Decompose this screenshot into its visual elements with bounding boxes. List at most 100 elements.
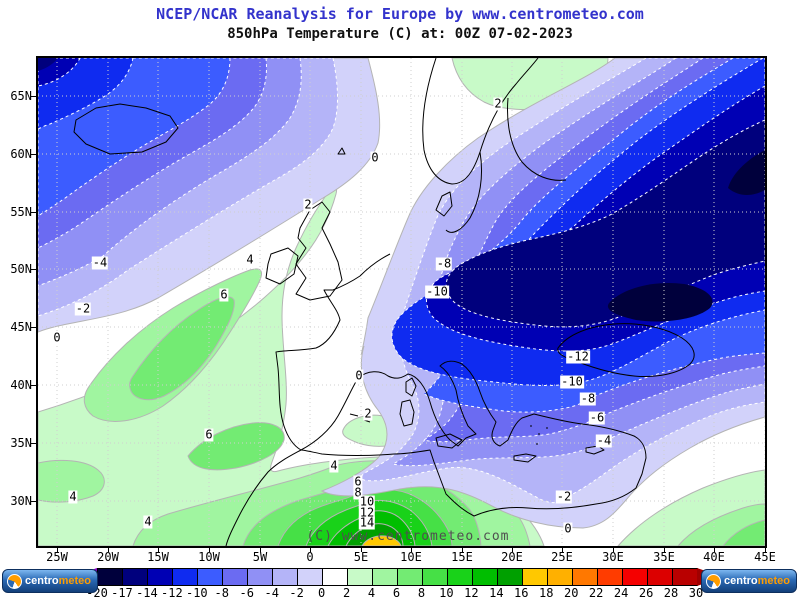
centrometeo-swirl-icon <box>706 573 721 589</box>
colorbar-tick-value: 8 <box>417 586 426 600</box>
lat-tick-mark <box>31 269 37 270</box>
contour-label: 8 <box>353 485 363 500</box>
contour-label: 14 <box>358 515 376 530</box>
band-east--17b <box>728 150 765 195</box>
lon-tick-mark <box>714 548 715 552</box>
colorbar-tick-value: 12 <box>464 586 479 600</box>
colorbar-tick-value: 0 <box>318 586 326 600</box>
contour-label: -4 <box>91 255 109 270</box>
band-secorner-6 <box>722 519 765 546</box>
lon-tick-label: 0 <box>306 550 314 564</box>
contour-label: 6 <box>353 474 363 489</box>
colorbar-segment <box>623 569 648 585</box>
lat-tick-label: 55N <box>10 205 32 219</box>
lat-tick-label: 65N <box>10 89 32 103</box>
lat-tick-label: 30N <box>10 494 32 508</box>
grid-lines <box>38 58 765 546</box>
lon-tick-mark <box>209 548 210 552</box>
lon-tick-label: 20W <box>97 550 119 564</box>
coast-denmark <box>435 191 453 217</box>
coast-britain <box>295 147 346 301</box>
colorbar-segment <box>298 569 323 585</box>
temperature-bands-east <box>320 58 765 529</box>
lat-tick-label: 40N <box>10 378 32 392</box>
coast-islands <box>349 377 605 463</box>
coast-mediterranean <box>300 360 647 517</box>
lon-tick-mark <box>664 548 665 552</box>
band-atlantic-6 <box>129 296 235 401</box>
colorbar-tick-value: 14 <box>489 586 504 600</box>
lon-tick-label: 15W <box>147 550 169 564</box>
colorbar-segment <box>673 569 697 585</box>
lat-tick-mark <box>31 443 37 444</box>
colorbar-segment <box>648 569 673 585</box>
colorbar-segment <box>598 569 623 585</box>
colorbar-segment <box>423 569 448 585</box>
map-area: (C) www.centrometeo.com -4 -2 0 0 2 2 4 6 6 4 4 0 2-… <box>38 58 765 546</box>
map-frame <box>36 56 767 548</box>
lon-tick-mark <box>462 548 463 552</box>
colorbar-tick-value: -14 <box>136 586 158 600</box>
contour-label: 0 <box>354 368 364 383</box>
lon-tick-mark <box>310 548 311 552</box>
band-africa-16 <box>361 535 402 546</box>
centrometeo-swirl-icon <box>7 573 22 589</box>
lat-tick-label: 50N <box>10 262 32 276</box>
contour-label: -8 <box>435 256 453 271</box>
colorbar-segment <box>498 569 523 585</box>
colorbar-segment <box>398 569 423 585</box>
temperature-bands-northwest <box>38 58 381 333</box>
band-east--17a <box>607 282 713 322</box>
lon-tick-label: 5W <box>252 550 268 564</box>
colorbar-segment <box>348 569 373 585</box>
coast-iceland <box>73 103 179 155</box>
lon-tick-label: 15E <box>451 550 473 564</box>
contour-label: 4 <box>329 458 339 473</box>
contour-label: 2 <box>363 406 373 421</box>
colorbar-tick-value: 22 <box>588 586 604 600</box>
colorbar-tick-value: 20 <box>563 586 579 600</box>
centrometeo-logo-left: centrometeo <box>2 569 98 593</box>
lon-tick-mark <box>260 548 261 552</box>
lon-tick-label: 25W <box>46 550 68 564</box>
lat-tick-mark <box>31 212 37 213</box>
lon-tick-label: 5E <box>353 550 369 564</box>
colorbar-tick-value: -8 <box>214 586 229 600</box>
lon-tick-label: 30E <box>602 550 624 564</box>
lon-tick-mark <box>562 548 563 552</box>
colorbar-tick-value: -4 <box>264 586 279 600</box>
contour-label: 2 <box>493 96 503 111</box>
contour-label: 6 <box>204 427 214 442</box>
coast-scandinavia <box>422 58 567 233</box>
lat-tick-mark <box>31 154 37 155</box>
lon-tick-label: 10E <box>400 550 422 564</box>
lon-tick-mark <box>108 548 109 552</box>
lat-tick-mark <box>31 385 37 386</box>
colorbar-segment <box>573 569 598 585</box>
colorbar-segment <box>248 569 273 585</box>
centrometeo-logo-right: centrometeo <box>701 569 797 593</box>
contour-label: -4 <box>595 433 613 448</box>
colorbar-tick-value: 30 <box>688 586 704 600</box>
logo-text-centro: centro <box>25 575 59 587</box>
contour-label: -12 <box>566 349 590 364</box>
lat-tick-mark <box>31 96 37 97</box>
page-subtitle: 850hPa Temperature (C) at: 00Z 07-02-202… <box>227 26 573 42</box>
colorbar-tick-value: -6 <box>239 586 254 600</box>
colorbar-segment <box>273 569 298 585</box>
coastlines <box>73 58 695 546</box>
temperature-field-svg <box>38 58 765 546</box>
colorbar-segment <box>148 569 173 585</box>
contour-label: -10 <box>425 284 449 299</box>
colorbar-tick-value: 6 <box>392 586 401 600</box>
lon-tick-label: 45E <box>754 550 776 564</box>
colorbar-segment <box>198 569 223 585</box>
lat-tick-mark <box>31 501 37 502</box>
lon-tick-label: 20E <box>501 550 523 564</box>
band-nw--14 <box>38 58 58 71</box>
contour-label: 0 <box>563 521 573 536</box>
colorbar-tick-value: -17 <box>111 586 133 600</box>
colorbar-tick-value: 16 <box>514 586 529 600</box>
lon-tick-label: 25E <box>551 550 573 564</box>
